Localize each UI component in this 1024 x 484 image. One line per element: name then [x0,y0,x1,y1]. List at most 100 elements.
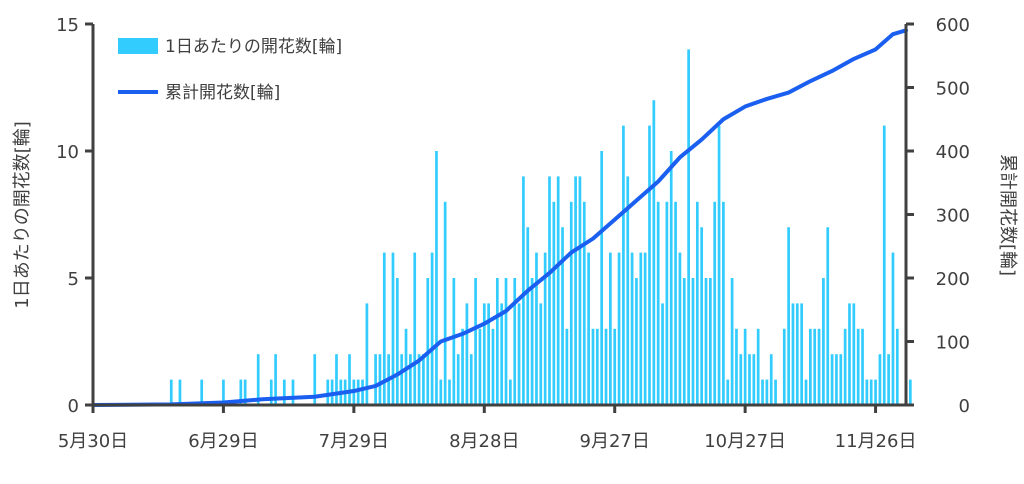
bar-0 [169,379,173,405]
bar-60 [539,303,543,405]
bar-139 [887,354,890,405]
bar-99 [709,278,712,405]
bar-110 [756,328,760,405]
y-right-axis-label: 累計開花数[輪] [997,154,1018,276]
bar-33 [422,354,425,405]
bar-123 [817,328,821,405]
bar-57 [526,227,530,405]
bar-38 [443,201,447,405]
bar-93 [682,278,686,405]
bar-98 [704,278,708,405]
bar-131 [852,303,856,405]
line-series [91,28,908,407]
x-tick-label: 5月30日 [58,431,128,452]
bar-130 [848,303,851,405]
bar-128 [839,354,843,405]
bar-87 [656,201,660,405]
bar-17 [348,354,351,405]
bar-94 [687,49,690,406]
bar-42 [461,328,464,405]
y-left-tick-label: 10 [56,142,79,163]
bar-10 [291,379,295,405]
bar-19 [356,379,360,405]
bar-22 [374,354,377,405]
bar-74 [600,151,604,405]
bar-125 [826,227,830,405]
bar-120 [804,379,808,405]
bar-7 [269,379,273,405]
bar-111 [761,379,764,405]
bar-8 [274,354,277,405]
bar-series [169,49,912,406]
bar-101 [717,125,721,405]
bar-96 [695,201,699,405]
bar-24 [382,252,386,405]
x-tick-label: 6月29日 [188,431,258,452]
bar-141 [895,328,899,405]
bar-112 [765,379,769,405]
bar-43 [465,303,469,405]
bar-5 [243,379,247,405]
x-tick-label: 9月27日 [580,431,650,452]
bar-72 [591,328,595,405]
bar-143 [909,379,912,405]
x-tick-label: 7月29日 [319,431,389,452]
legend-line-label: 累計開花数[輪] [165,83,280,103]
bar-102 [722,201,725,405]
y-left-tick-label: 0 [68,396,79,417]
bar-44 [469,354,473,405]
y-left-tick-label: 5 [68,269,79,290]
bar-26 [391,252,395,405]
bar-50 [495,278,499,405]
bar-137 [878,354,882,405]
y-right-tick-label: 200 [936,269,970,290]
bar-117 [791,303,795,405]
bar-135 [869,379,873,405]
bar-105 [735,328,738,405]
legend: 1日あたりの開花数[輪] 累計開花数[輪] [118,37,342,103]
x-tick-label: 8月28日 [449,431,519,452]
bar-48 [487,303,490,405]
bar-95 [691,278,695,405]
y-left-tick-label: 15 [56,15,79,36]
bar-53 [509,379,512,405]
bar-103 [726,379,730,405]
bar-66 [565,328,569,405]
y-right-tick-label: 0 [959,396,970,417]
bar-138 [882,125,886,405]
bar-27 [395,278,399,405]
bar-55 [517,303,521,405]
y-right-tick-label: 500 [936,79,970,100]
bar-51 [500,303,504,405]
bar-32 [417,354,421,405]
y-right-tick-label: 300 [936,206,970,227]
bar-134 [865,379,869,405]
bar-34 [426,278,430,405]
x-tick-label: 10月27日 [704,431,786,452]
bar-75 [604,328,608,405]
bar-122 [813,328,817,405]
bar-127 [835,354,838,405]
bar-58 [530,278,534,405]
bar-23 [378,354,382,405]
bar-92 [678,252,682,405]
bar-28 [400,354,404,405]
bar-104 [730,278,734,405]
bar-80 [626,176,630,405]
bar-124 [822,278,825,405]
bar-88 [661,303,664,405]
bar-52 [504,278,508,405]
bar-56 [522,176,525,405]
bar-113 [769,354,773,405]
bar-69 [578,176,582,405]
bar-20 [361,379,364,405]
bar-79 [622,125,625,405]
bar-81 [630,252,634,405]
bar-121 [809,328,812,405]
bar-39 [448,379,451,405]
x-tick-label: 11月26日 [835,431,917,452]
bar-40 [452,278,456,405]
bar-71 [587,252,590,405]
bar-64 [556,176,560,405]
